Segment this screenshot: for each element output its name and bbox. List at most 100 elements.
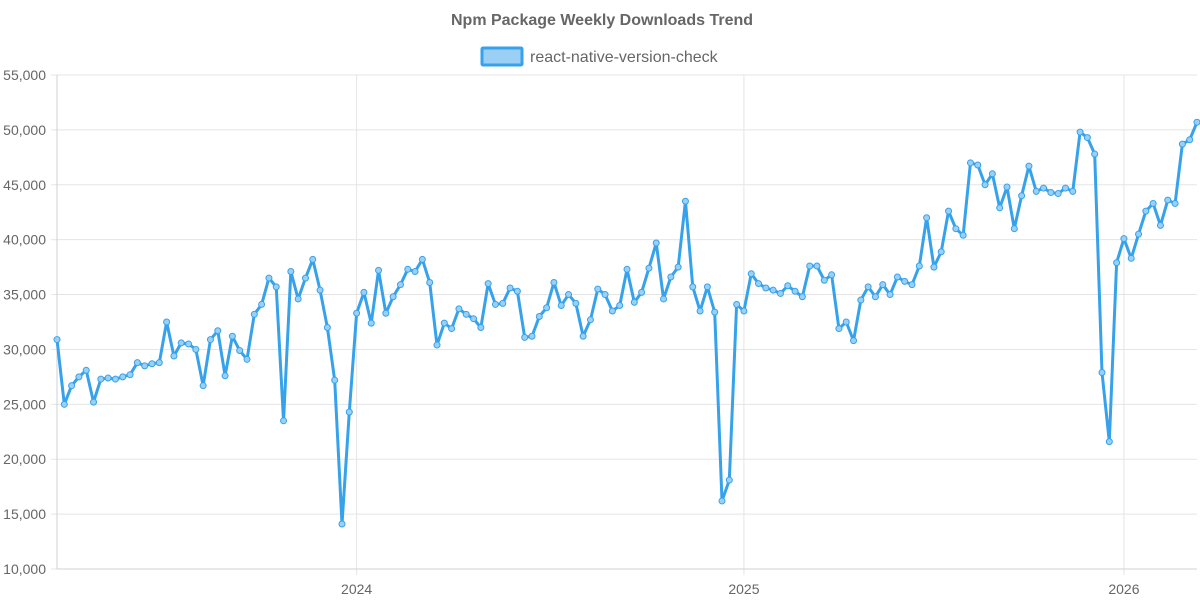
data-point[interactable] — [674, 263, 682, 271]
data-point[interactable] — [499, 299, 507, 307]
data-point[interactable] — [798, 293, 806, 301]
data-point[interactable] — [126, 371, 134, 379]
data-point[interactable] — [141, 362, 149, 370]
data-point[interactable] — [784, 282, 792, 290]
data-point[interactable] — [857, 296, 865, 304]
data-point[interactable] — [594, 285, 602, 293]
data-point[interactable] — [1178, 140, 1186, 148]
data-point[interactable] — [1061, 184, 1069, 192]
data-point[interactable] — [550, 278, 558, 286]
data-point[interactable] — [981, 181, 989, 189]
data-point[interactable] — [1142, 207, 1150, 215]
data-point[interactable] — [404, 265, 412, 273]
data-point[interactable] — [68, 382, 76, 390]
data-point[interactable] — [718, 497, 726, 505]
data-point[interactable] — [228, 332, 236, 340]
data-point[interactable] — [703, 283, 711, 291]
data-point[interactable] — [1156, 221, 1164, 229]
data-point[interactable] — [1127, 254, 1135, 262]
data-point[interactable] — [740, 307, 748, 315]
data-point[interactable] — [375, 266, 383, 274]
data-point[interactable] — [396, 281, 404, 289]
data-point[interactable] — [930, 263, 938, 271]
data-point[interactable] — [1010, 225, 1018, 233]
data-point[interactable] — [850, 337, 858, 345]
data-point[interactable] — [513, 287, 521, 295]
data-point[interactable] — [462, 310, 470, 318]
data-point[interactable] — [353, 309, 361, 317]
data-point[interactable] — [104, 374, 112, 382]
data-point[interactable] — [345, 408, 353, 416]
data-point[interactable] — [535, 313, 543, 321]
data-point[interactable] — [601, 291, 609, 299]
data-point[interactable] — [828, 271, 836, 279]
data-point[interactable] — [1120, 235, 1128, 243]
data-point[interactable] — [280, 417, 288, 425]
data-point[interactable] — [243, 355, 251, 363]
data-point[interactable] — [177, 339, 185, 347]
data-point[interactable] — [1003, 183, 1011, 191]
data-point[interactable] — [806, 262, 814, 270]
data-point[interactable] — [111, 375, 119, 383]
data-point[interactable] — [1083, 134, 1091, 142]
data-point[interactable] — [974, 161, 982, 169]
data-point[interactable] — [864, 283, 872, 291]
data-point[interactable] — [813, 262, 821, 270]
data-point[interactable] — [440, 319, 448, 327]
data-point[interactable] — [901, 277, 909, 285]
data-point[interactable] — [221, 372, 229, 380]
data-point[interactable] — [411, 268, 419, 276]
data-point[interactable] — [163, 318, 171, 326]
data-point[interactable] — [272, 283, 280, 291]
data-point[interactable] — [623, 265, 631, 273]
data-point[interactable] — [557, 302, 565, 310]
data-point[interactable] — [945, 207, 953, 215]
data-point[interactable] — [418, 255, 426, 263]
data-point[interactable] — [1164, 196, 1172, 204]
data-point[interactable] — [638, 288, 646, 296]
data-point[interactable] — [426, 278, 434, 286]
data-point[interactable] — [791, 287, 799, 295]
legend-swatch[interactable] — [480, 46, 524, 67]
data-point[interactable] — [1193, 118, 1200, 126]
data-point[interactable] — [572, 299, 580, 307]
data-point[interactable] — [959, 231, 967, 239]
data-point[interactable] — [53, 336, 61, 344]
data-point[interactable] — [681, 197, 689, 205]
data-point[interactable] — [199, 382, 207, 390]
data-point[interactable] — [923, 214, 931, 222]
data-point[interactable] — [236, 347, 244, 355]
data-point[interactable] — [60, 400, 68, 408]
data-point[interactable] — [82, 366, 90, 374]
data-point[interactable] — [893, 273, 901, 281]
data-point[interactable] — [90, 398, 98, 406]
data-point[interactable] — [769, 286, 777, 294]
data-point[interactable] — [937, 248, 945, 256]
data-point[interactable] — [1040, 184, 1048, 192]
data-point[interactable] — [586, 316, 594, 324]
data-point[interactable] — [477, 323, 485, 331]
data-point[interactable] — [448, 325, 456, 333]
data-point[interactable] — [747, 270, 755, 278]
data-point[interactable] — [1186, 136, 1194, 144]
data-point[interactable] — [484, 280, 492, 288]
data-point[interactable] — [1149, 199, 1157, 207]
data-point[interactable] — [301, 274, 309, 282]
data-point[interactable] — [367, 319, 375, 327]
data-point[interactable] — [75, 373, 83, 381]
data-point[interactable] — [652, 239, 660, 247]
data-point[interactable] — [331, 376, 339, 384]
data-point[interactable] — [871, 293, 879, 301]
data-point[interactable] — [470, 315, 478, 323]
data-point[interactable] — [915, 262, 923, 270]
data-point[interactable] — [521, 333, 529, 341]
data-point[interactable] — [265, 274, 273, 282]
data-point[interactable] — [287, 268, 295, 276]
data-point[interactable] — [455, 305, 463, 313]
data-point[interactable] — [616, 302, 624, 310]
data-point[interactable] — [543, 304, 551, 312]
data-point[interactable] — [952, 225, 960, 233]
data-point[interactable] — [776, 289, 784, 297]
data-point[interactable] — [433, 341, 441, 349]
data-point[interactable] — [733, 300, 741, 308]
